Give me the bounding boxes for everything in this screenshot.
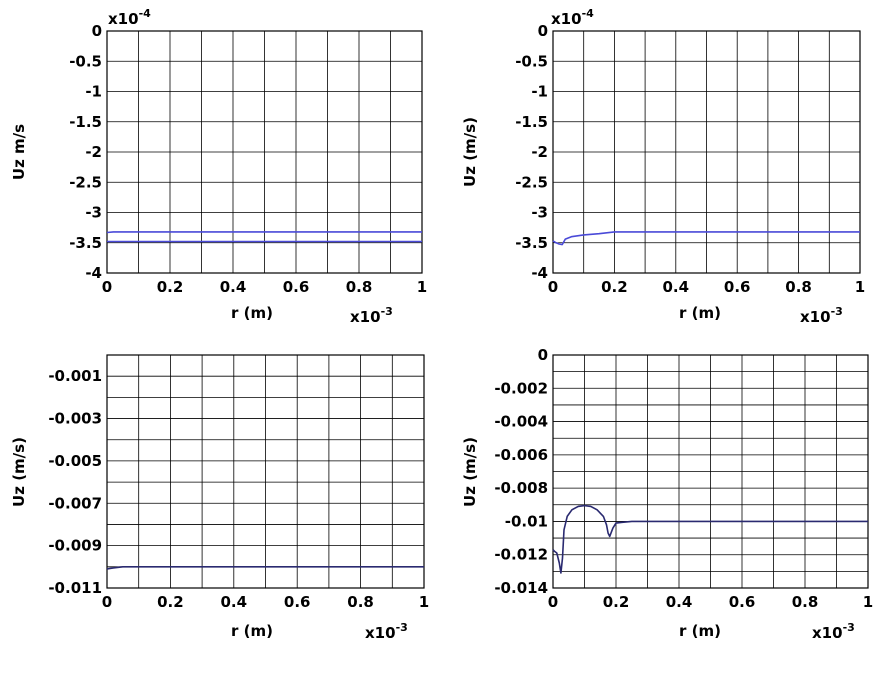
y-tick-label: -2.5 bbox=[515, 173, 548, 191]
y-axis-label: Uz (m/s) bbox=[461, 437, 479, 507]
series-line-1 bbox=[106, 565, 424, 570]
y-tick-label: -1.5 bbox=[69, 113, 102, 131]
chart-panel-2: 0 0.2 0.4 0.6 0.8 1 0 -0.5 -1 -1.5 -2 -2.5 -3 -3.5 -4 r… bbox=[461, 7, 865, 326]
y-axis-multiplier: x10-4 bbox=[108, 7, 151, 28]
y-axis-multiplier: x10-4 bbox=[551, 7, 594, 28]
y-tick-label: -0.012 bbox=[494, 546, 548, 564]
series-line-1 bbox=[552, 504, 868, 574]
y-tick-label: -3 bbox=[531, 204, 548, 222]
y-tick-label: -2 bbox=[531, 143, 548, 161]
x-tick-label: 0.2 bbox=[601, 278, 628, 296]
y-tick-label: -0.008 bbox=[494, 479, 548, 497]
x-axis-multiplier: x10-3 bbox=[365, 621, 408, 642]
x-tick-label: 0 bbox=[548, 593, 558, 611]
x-axis-label: r (m) bbox=[231, 622, 273, 640]
x-tick-label: 0.6 bbox=[729, 593, 756, 611]
x-tick-label: 0.8 bbox=[347, 593, 374, 611]
y-tick-label: -4 bbox=[85, 264, 102, 282]
y-tick-label: -0.007 bbox=[48, 494, 102, 512]
x-tick-label: 1 bbox=[419, 593, 429, 611]
y-tick-label: -2 bbox=[85, 143, 102, 161]
x-axis-label: r (m) bbox=[679, 622, 721, 640]
y-tick-label: -0.003 bbox=[48, 410, 102, 428]
y-tick-label: -0.002 bbox=[494, 379, 548, 397]
x-tick-label: 1 bbox=[863, 593, 873, 611]
y-tick-label: -3 bbox=[85, 204, 102, 222]
y-tick-label: -0.5 bbox=[69, 52, 102, 70]
x-tick-label: 0.4 bbox=[666, 593, 693, 611]
x-tick-label: 0 bbox=[102, 278, 112, 296]
plot-frame bbox=[106, 354, 425, 589]
y-tick-label: -2.5 bbox=[69, 173, 102, 191]
x-axis-multiplier: x10-3 bbox=[800, 305, 843, 326]
y-tick-label: -0.009 bbox=[48, 537, 102, 555]
y-tick-label: -0.001 bbox=[48, 367, 102, 385]
x-tick-label: 0.6 bbox=[724, 278, 751, 296]
x-tick-label: 0.8 bbox=[785, 278, 812, 296]
chart-panel-3: 0 0.2 0.4 0.6 0.8 1 -0.001 -0.003 -0.005 -0.007 -0… bbox=[10, 354, 429, 642]
series-line-1 bbox=[106, 231, 422, 234]
x-tick-label: 0.2 bbox=[157, 593, 184, 611]
chart-panel-4: 0 0.2 0.4 0.6 0.8 1 0 -0.002 -0.004 -0.006 -0.008 -… bbox=[461, 346, 873, 642]
x-tick-label: 0.6 bbox=[284, 593, 311, 611]
y-tick-label: -0.004 bbox=[494, 413, 548, 431]
chart-panel-1: 0 0.2 0.4 0.6 0.8 1 0 -0.5 -1 -1.5 -2 -2.5 -3 -3.5 -4 r… bbox=[10, 7, 427, 326]
y-tick-label: -4 bbox=[531, 264, 548, 282]
y-tick-label: 0 bbox=[92, 22, 102, 40]
x-tick-label: 0.8 bbox=[346, 278, 373, 296]
y-tick-label: -1.5 bbox=[515, 113, 548, 131]
y-axis-label: Uz (m/s) bbox=[461, 117, 479, 187]
y-tick-label: -1 bbox=[531, 83, 548, 101]
y-tick-label: -0.005 bbox=[48, 452, 102, 470]
x-axis-label: r (m) bbox=[231, 304, 273, 322]
x-tick-label: 0.2 bbox=[157, 278, 184, 296]
x-axis-label: r (m) bbox=[679, 304, 721, 322]
y-tick-label: -0.011 bbox=[48, 579, 102, 597]
plot-frame bbox=[106, 30, 423, 274]
y-tick-label: -3.5 bbox=[69, 234, 102, 252]
x-tick-label: 0.4 bbox=[221, 593, 248, 611]
y-tick-label: -0.006 bbox=[494, 446, 548, 464]
y-tick-label: -0.014 bbox=[494, 579, 548, 597]
x-tick-label: 0 bbox=[548, 278, 558, 296]
y-tick-label: 0 bbox=[538, 22, 548, 40]
x-axis-multiplier: x10-3 bbox=[812, 621, 855, 642]
x-tick-label: 1 bbox=[855, 278, 865, 296]
y-tick-label: -0.5 bbox=[515, 52, 548, 70]
x-tick-label: 0 bbox=[102, 593, 112, 611]
x-tick-label: 0.8 bbox=[792, 593, 819, 611]
plot-frame bbox=[552, 30, 861, 274]
y-tick-label: 0 bbox=[538, 346, 548, 364]
series-line-1 bbox=[552, 231, 860, 246]
x-tick-label: 1 bbox=[417, 278, 427, 296]
x-tick-label: 0.2 bbox=[603, 593, 630, 611]
y-tick-label: -0.01 bbox=[505, 512, 548, 530]
x-tick-label: 0.6 bbox=[283, 278, 310, 296]
y-tick-label: -3.5 bbox=[515, 234, 548, 252]
x-axis-multiplier: x10-3 bbox=[350, 305, 393, 326]
x-tick-label: 0.4 bbox=[220, 278, 247, 296]
y-axis-label: Uz m/s bbox=[10, 124, 28, 180]
y-axis-label: Uz (m/s) bbox=[10, 437, 28, 507]
y-tick-label: -1 bbox=[85, 83, 102, 101]
plot-frame bbox=[552, 354, 869, 589]
x-tick-label: 0.4 bbox=[663, 278, 690, 296]
